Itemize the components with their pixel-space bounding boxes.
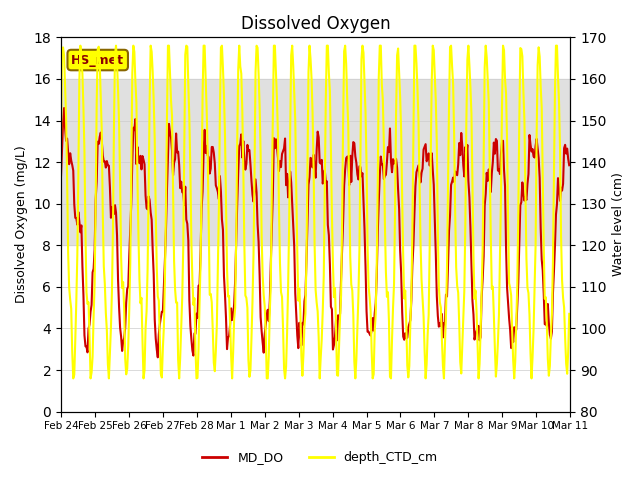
Bar	[61, 79, 570, 245]
Y-axis label: Dissolved Oxygen (mg/L): Dissolved Oxygen (mg/L)	[15, 145, 28, 303]
Legend: MD_DO, depth_CTD_cm: MD_DO, depth_CTD_cm	[197, 446, 443, 469]
Title: Dissolved Oxygen: Dissolved Oxygen	[241, 15, 390, 33]
Y-axis label: Water level (cm): Water level (cm)	[612, 173, 625, 276]
Text: HS_met: HS_met	[71, 54, 124, 67]
